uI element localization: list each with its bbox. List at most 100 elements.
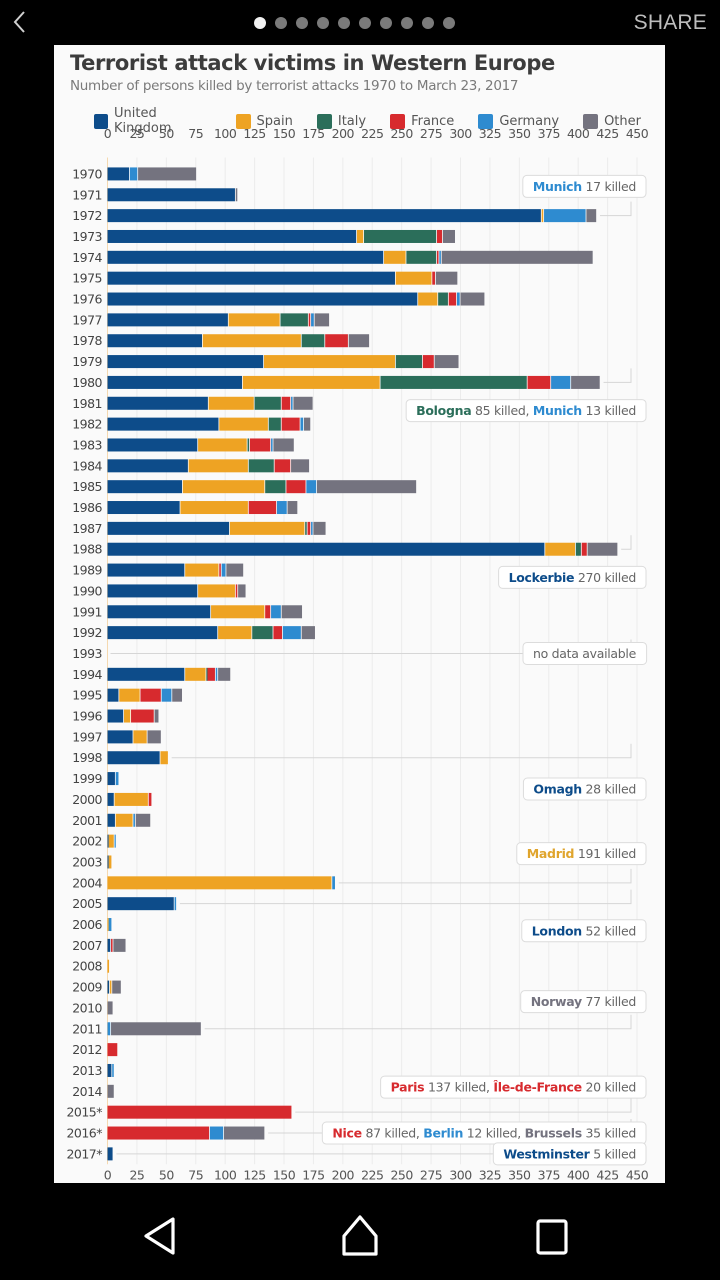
bar-segment-spain[interactable] <box>211 605 265 619</box>
bar-segment-france[interactable] <box>107 1105 292 1119</box>
bar-segment-united-kingdom[interactable] <box>107 250 384 264</box>
bar-segment-united-kingdom[interactable] <box>107 229 357 243</box>
bar-segment-france[interactable] <box>265 605 271 619</box>
bar-segment-italy[interactable] <box>265 480 286 494</box>
bar-segment-united-kingdom[interactable] <box>107 1063 112 1077</box>
bar-segment-italy[interactable] <box>364 229 437 243</box>
bar-segment-united-kingdom[interactable] <box>107 834 109 848</box>
bar-segment-united-kingdom[interactable] <box>107 542 545 556</box>
bar-segment-other[interactable] <box>135 813 151 827</box>
bar-segment-spain[interactable] <box>188 459 248 473</box>
chevron-left-icon[interactable] <box>10 8 30 36</box>
bar-segment-france[interactable] <box>140 688 161 702</box>
page-dot[interactable] <box>296 17 308 29</box>
bar-segment-united-kingdom[interactable] <box>107 438 198 452</box>
bar-segment-spain[interactable] <box>198 438 247 452</box>
bar-segment-france[interactable] <box>235 584 238 598</box>
bar-segment-other[interactable] <box>112 980 121 994</box>
bar-segment-united-kingdom[interactable] <box>107 792 114 806</box>
bar-segment-spain[interactable] <box>395 271 432 285</box>
bar-segment-united-kingdom[interactable] <box>107 167 130 181</box>
bar-segment-united-kingdom[interactable] <box>107 396 208 410</box>
bar-segment-other[interactable] <box>304 417 311 431</box>
bar-segment-other[interactable] <box>587 542 618 556</box>
bar-segment-spain[interactable] <box>133 730 147 744</box>
bar-segment-germany[interactable] <box>271 438 273 452</box>
bar-segment-france[interactable] <box>131 709 154 723</box>
bar-segment-germany[interactable] <box>276 501 287 515</box>
bar-segment-other[interactable] <box>154 709 159 723</box>
bar-segment-united-kingdom[interactable] <box>107 1147 113 1161</box>
square-recents-icon[interactable] <box>533 1217 571 1257</box>
bar-segment-other[interactable] <box>314 313 330 327</box>
bar-segment-spain[interactable] <box>418 292 438 306</box>
bar-segment-france[interactable] <box>581 542 587 556</box>
bar-segment-other[interactable] <box>291 459 310 473</box>
bar-segment-germany[interactable] <box>112 1063 114 1077</box>
bar-segment-united-kingdom[interactable] <box>107 375 243 389</box>
bar-segment-italy[interactable] <box>206 667 208 681</box>
share-button[interactable]: SHARE <box>633 11 707 34</box>
bar-segment-other[interactable] <box>301 626 315 640</box>
bar-segment-united-kingdom[interactable] <box>107 938 111 952</box>
page-dot[interactable] <box>317 17 329 29</box>
bar-segment-other[interactable] <box>586 209 597 223</box>
bar-segment-spain[interactable] <box>108 834 114 848</box>
bar-segment-germany[interactable] <box>161 688 172 702</box>
bar-segment-france[interactable] <box>207 667 215 681</box>
page-dot[interactable] <box>275 17 287 29</box>
bar-segment-united-kingdom[interactable] <box>107 709 124 723</box>
bar-segment-united-kingdom[interactable] <box>107 521 230 535</box>
bar-segment-united-kingdom[interactable] <box>107 730 133 744</box>
bar-segment-france[interactable] <box>325 334 348 348</box>
bar-segment-spain[interactable] <box>123 709 131 723</box>
bar-segment-spain[interactable] <box>185 667 206 681</box>
bar-segment-spain[interactable] <box>185 563 219 577</box>
bar-segment-germany[interactable] <box>114 834 116 848</box>
bar-segment-france[interactable] <box>107 1126 210 1140</box>
bar-segment-germany[interactable] <box>456 292 460 306</box>
bar-segment-other[interactable] <box>441 250 593 264</box>
page-dot[interactable] <box>443 17 455 29</box>
bar-segment-germany[interactable] <box>311 521 313 535</box>
bar-segment-united-kingdom[interactable] <box>107 980 110 994</box>
bar-segment-united-kingdom[interactable] <box>107 813 115 827</box>
bar-segment-united-kingdom[interactable] <box>107 688 119 702</box>
bar-segment-united-kingdom[interactable] <box>107 209 541 223</box>
bar-segment-spain[interactable] <box>541 209 544 223</box>
bar-segment-united-kingdom[interactable] <box>107 563 185 577</box>
bar-segment-other[interactable] <box>113 938 126 952</box>
bar-segment-spain[interactable] <box>219 417 268 431</box>
bar-segment-france[interactable] <box>281 417 300 431</box>
bar-segment-france[interactable] <box>281 396 291 410</box>
bar-segment-spain[interactable] <box>107 918 109 932</box>
bar-segment-italy[interactable] <box>280 313 308 327</box>
page-dot[interactable] <box>401 17 413 29</box>
bar-segment-other[interactable] <box>293 396 313 410</box>
bar-segment-italy[interactable] <box>301 334 325 348</box>
bar-segment-spain[interactable] <box>208 396 254 410</box>
bar-segment-germany[interactable] <box>439 250 441 264</box>
bar-segment-other[interactable] <box>460 292 485 306</box>
bar-segment-united-kingdom[interactable] <box>107 417 219 431</box>
bar-segment-spain[interactable] <box>180 501 248 515</box>
bar-segment-france[interactable] <box>249 438 271 452</box>
bar-segment-other[interactable] <box>571 375 600 389</box>
bar-segment-germany[interactable] <box>332 876 335 890</box>
bar-segment-other[interactable] <box>147 730 161 744</box>
bar-segment-other[interactable] <box>435 271 458 285</box>
bar-segment-spain[interactable] <box>228 313 280 327</box>
bar-segment-other[interactable] <box>442 229 455 243</box>
bar-segment-germany[interactable] <box>544 209 586 223</box>
bar-segment-italy[interactable] <box>305 521 307 535</box>
bar-segment-germany[interactable] <box>306 480 317 494</box>
bar-segment-other[interactable] <box>107 1001 113 1015</box>
bar-segment-united-kingdom[interactable] <box>107 271 395 285</box>
page-dot[interactable] <box>422 17 434 29</box>
bar-segment-united-kingdom[interactable] <box>107 355 264 369</box>
bar-segment-germany[interactable] <box>215 667 218 681</box>
bar-segment-other[interactable] <box>273 438 294 452</box>
bar-segment-france[interactable] <box>436 250 439 264</box>
bar-segment-france[interactable] <box>422 355 434 369</box>
bar-segment-other[interactable] <box>281 605 303 619</box>
